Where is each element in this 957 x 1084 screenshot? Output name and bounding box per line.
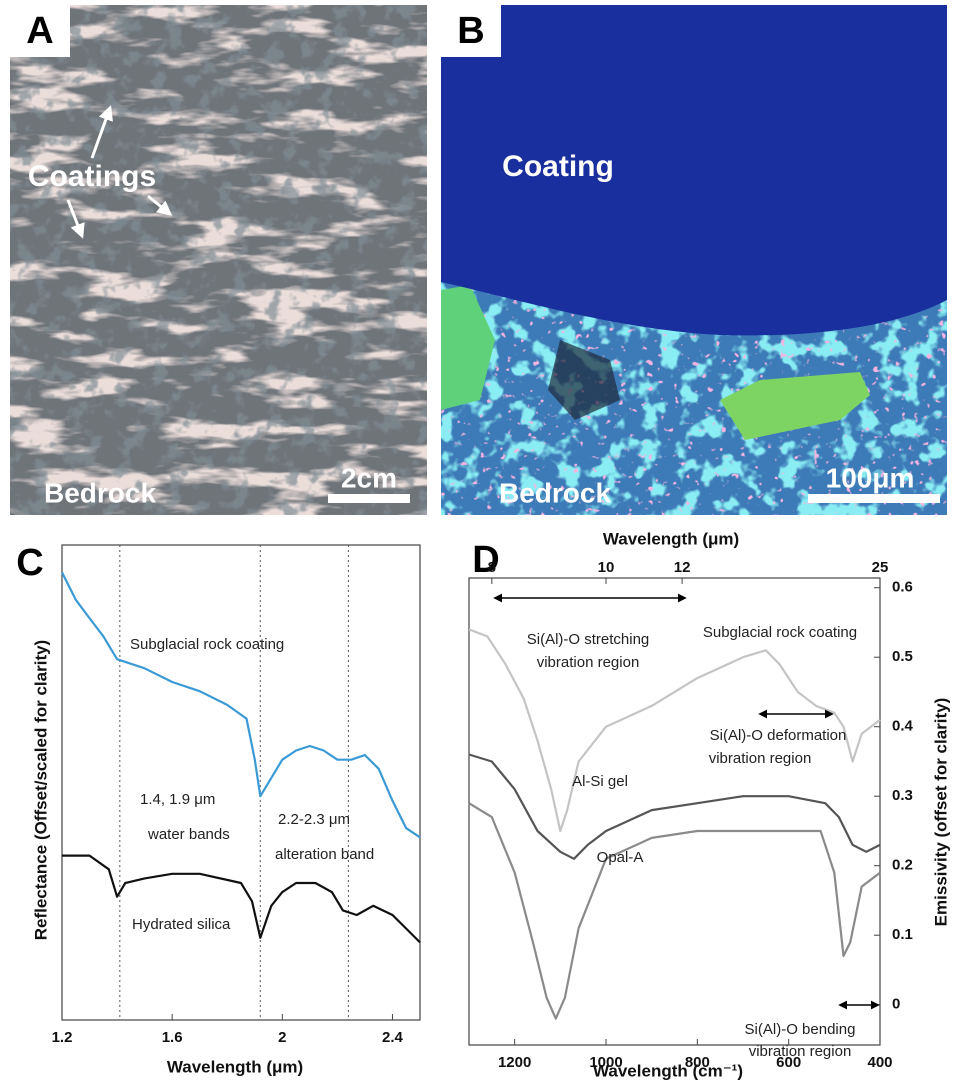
y-tick-label: 0: [892, 996, 900, 1013]
annotation: alteration band: [275, 846, 374, 863]
x-tick-label: 800: [685, 1054, 710, 1071]
annotation: Bedrock: [44, 477, 156, 508]
y-axis-label: Reflectance (Offset/scaled for clarity): [31, 640, 50, 940]
annotation: water bands: [147, 826, 230, 843]
panel-label: A: [26, 10, 53, 52]
x2-tick-label: 12: [674, 559, 691, 576]
x-tick-label: 600: [776, 1054, 801, 1071]
plot-frame: [468, 577, 881, 1046]
arrow: [66, 199, 85, 239]
mineral-grain: [720, 372, 870, 440]
series-label: Hydrated silica: [132, 916, 231, 933]
series-label: Subglacial rock coating: [130, 636, 284, 653]
x-tick-label: 400: [867, 1054, 892, 1071]
y-tick-label: 0.4: [892, 718, 914, 735]
x2-tick-label: 25: [872, 559, 889, 576]
plot-frame: [61, 544, 421, 1021]
x-axis-label: Wavelength (cm⁻¹): [593, 1061, 743, 1080]
series-label: Al-Si gel: [572, 773, 628, 790]
rock-texture: [10, 5, 427, 515]
annotation: vibration region: [749, 1043, 852, 1060]
x2-axis-label: Wavelength (μm): [603, 529, 739, 548]
arrow: [90, 105, 113, 159]
x2-tick-label: 10: [598, 559, 615, 576]
panel-label: C: [16, 542, 43, 584]
y-tick-label: 0.2: [892, 857, 913, 874]
annotation: Si(Al)-O bending: [745, 1021, 856, 1038]
annotation: Coating: [502, 150, 614, 183]
panel-label: D: [472, 539, 499, 581]
x-tick-label: 2.4: [382, 1029, 404, 1046]
mineral-grain: [441, 285, 495, 410]
y-tick-label: 0.3: [892, 787, 913, 804]
panel-label: B: [457, 10, 484, 52]
label-box: [10, 5, 70, 57]
spectrum-line: [62, 854, 421, 944]
photo-b: [441, 5, 947, 515]
annotation: Si(Al)-O stretching: [527, 631, 650, 648]
y-axis-label: Emissivity (offset for clarity): [931, 698, 950, 927]
y-tick-label: 0.1: [892, 926, 913, 943]
annotation: Si(Al)-O deformation: [710, 727, 847, 744]
mineral-grain: [548, 340, 620, 420]
spectrum-line: [468, 753, 881, 860]
x2-tick-label: 8: [488, 559, 496, 576]
x-tick-label: 2: [278, 1029, 286, 1046]
annotation: Bedrock: [499, 477, 611, 508]
scale-label: 100μm: [826, 462, 915, 493]
y-tick-label: 0.5: [892, 648, 913, 665]
spectrum-line: [468, 628, 881, 833]
x-tick-label: 1200: [498, 1054, 531, 1071]
scale-bar: [328, 494, 410, 503]
label-box: [441, 5, 501, 57]
annotation: 2.2-2.3 μm: [278, 811, 350, 828]
annotation: vibration region: [709, 750, 812, 767]
annotation: Coatings: [28, 160, 156, 193]
spectrum-line: [61, 571, 421, 839]
scale-label: 2cm: [341, 462, 397, 493]
scale-bar: [808, 494, 940, 503]
spectrum-line: [468, 802, 881, 1020]
arrow: [147, 194, 173, 216]
series-label: Opal-A: [597, 849, 644, 866]
x-tick-label: 1000: [589, 1054, 622, 1071]
series-label: Subglacial rock coating: [703, 624, 857, 641]
photo-a: [10, 5, 427, 515]
x-axis-label: Wavelength (μm): [167, 1057, 303, 1076]
x-tick-label: 1.6: [162, 1029, 183, 1046]
annotation: vibration region: [537, 654, 640, 671]
x-tick-label: 1.2: [52, 1029, 73, 1046]
y-tick-label: 0.6: [892, 579, 913, 596]
annotation: 1.4, 1.9 μm: [140, 791, 215, 808]
